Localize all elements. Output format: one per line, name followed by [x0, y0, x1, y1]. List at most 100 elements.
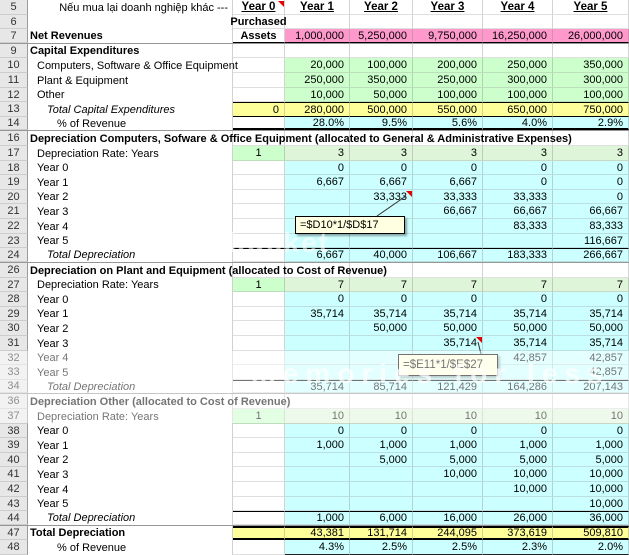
cell-year3[interactable]: 9,750,000	[413, 29, 483, 43]
cell-year2[interactable]: 100,000	[350, 58, 413, 73]
cell-year2[interactable]: 9.5%	[350, 117, 413, 130]
cell-year0[interactable]	[233, 497, 285, 511]
cell[interactable]	[285, 131, 350, 146]
cell[interactable]	[553, 263, 629, 278]
row-label[interactable]	[28, 263, 233, 278]
cell-year5[interactable]: 750,000	[553, 102, 629, 117]
row-label[interactable]	[28, 15, 233, 29]
cell-year2[interactable]: 0	[350, 292, 413, 307]
cell-year4[interactable]: 0	[483, 161, 553, 175]
cell-year4[interactable]: 35,714	[483, 336, 553, 351]
cell-year2[interactable]: 50,000	[350, 88, 413, 102]
cell-year2[interactable]: 50,000	[350, 321, 413, 336]
cell-year1[interactable]: 7	[285, 278, 350, 292]
cell[interactable]	[285, 263, 350, 278]
cell-year5[interactable]: 7	[553, 278, 629, 292]
cell-year4[interactable]: 16,250,000	[483, 29, 553, 43]
row-number[interactable]: 17	[0, 146, 28, 161]
cell-year3[interactable]: 250,000	[413, 73, 483, 88]
row-label[interactable]: Total Depreciation	[28, 526, 233, 540]
cell-year3[interactable]: Year 3	[413, 0, 483, 15]
cell-year5[interactable]: 36,000	[553, 511, 629, 525]
row-number[interactable]: 31	[0, 336, 28, 351]
row-label[interactable]: Year 2	[28, 190, 233, 204]
cell-year5[interactable]: 83,333	[553, 219, 629, 234]
row-number[interactable]: 5	[0, 0, 28, 15]
cell-year3[interactable]	[413, 219, 483, 234]
cell-year5[interactable]: 42,857	[553, 365, 629, 380]
cell-year5[interactable]: 35,714	[553, 336, 629, 351]
cell-year0[interactable]: Purchased	[230, 15, 287, 29]
cell-year4[interactable]: 3	[483, 146, 553, 161]
cell[interactable]	[350, 263, 413, 278]
row-number[interactable]: 7	[0, 29, 28, 43]
row-number[interactable]: 22	[0, 219, 28, 234]
row-label[interactable]: Year 5	[28, 234, 233, 248]
cell-year3[interactable]: 7	[413, 278, 483, 292]
cell-year2[interactable]: 35,714	[350, 307, 413, 321]
cell-year2[interactable]: 7	[350, 278, 413, 292]
cell-year5[interactable]: 100,000	[553, 88, 629, 102]
cell-year3[interactable]: 50,000	[413, 321, 483, 336]
row-label[interactable]: Year 4	[28, 351, 233, 365]
cell-year4[interactable]: 183,333	[483, 248, 553, 262]
cell-year0[interactable]	[233, 292, 285, 307]
cell-year4[interactable]: 300,000	[483, 73, 553, 88]
cell-year1[interactable]: 35,714	[285, 380, 350, 393]
cell-year4[interactable]: 10,000	[483, 467, 553, 482]
cell-year5[interactable]: 116,667	[553, 234, 629, 248]
cell[interactable]	[233, 394, 285, 409]
cell-year0[interactable]: 0	[233, 102, 285, 117]
cell-year3[interactable]: 200,000	[413, 58, 483, 73]
cell-year3[interactable]: 2.5%	[413, 540, 483, 555]
row-label[interactable]: Year 1	[28, 175, 233, 190]
cell-year2[interactable]	[350, 234, 413, 248]
cell-year0[interactable]	[233, 248, 285, 262]
cell-year5[interactable]: 0	[553, 292, 629, 307]
cell-year5[interactable]	[553, 15, 629, 29]
cell-year1[interactable]: 4.3%	[285, 540, 350, 555]
row-label[interactable]	[28, 394, 233, 409]
cell-year2[interactable]	[350, 497, 413, 511]
cell-year5[interactable]: 10,000	[553, 497, 629, 511]
cell-year5[interactable]: 0	[553, 161, 629, 175]
cell-year5[interactable]: 2.0%	[553, 540, 629, 555]
cell-year1[interactable]: 0	[285, 424, 350, 438]
cell-year4[interactable]: 10	[483, 409, 553, 424]
cell-year1[interactable]: 35,714	[285, 307, 350, 321]
row-number[interactable]: 20	[0, 190, 28, 204]
cell-year0[interactable]	[233, 438, 285, 453]
cell-year5[interactable]: 509,810	[553, 526, 629, 540]
cell-year1[interactable]: 10,000	[285, 88, 350, 102]
cell-year4[interactable]	[483, 365, 553, 380]
cell-year3[interactable]: 550,000	[413, 102, 483, 117]
cell-year2[interactable]: 350,000	[350, 73, 413, 88]
cell-year2[interactable]	[350, 336, 413, 351]
cell[interactable]	[233, 44, 285, 58]
cell[interactable]	[233, 263, 285, 278]
cell-year5[interactable]: 35,714	[553, 307, 629, 321]
row-number[interactable]: 23	[0, 234, 28, 248]
cell-year3[interactable]: 33,333	[413, 190, 483, 204]
cell-year0[interactable]	[233, 234, 285, 248]
cell-year5[interactable]: 0	[553, 175, 629, 190]
cell-year3[interactable]: 10	[413, 409, 483, 424]
row-number[interactable]: 30	[0, 321, 28, 336]
cell-year4[interactable]: 5,000	[483, 453, 553, 467]
cell-year0[interactable]: 1	[233, 409, 285, 424]
row-label[interactable]: % of Revenue	[28, 117, 233, 130]
cell-year3[interactable]: 1,000	[413, 438, 483, 453]
row-label[interactable]: Year 3	[28, 336, 233, 351]
cell-year0[interactable]	[233, 219, 285, 234]
cell-year4[interactable]: 83,333	[483, 219, 553, 234]
cell-year1[interactable]: 20,000	[285, 58, 350, 73]
cell-year3[interactable]: 6,667	[413, 175, 483, 190]
cell-year5[interactable]: 0	[553, 190, 629, 204]
row-number[interactable]: 26	[0, 263, 28, 278]
cell-year1[interactable]: 10	[285, 409, 350, 424]
cell-year3[interactable]: 0	[413, 161, 483, 175]
cell-year1[interactable]: 1,000	[285, 511, 350, 525]
cell-year3[interactable]: 244,095	[413, 526, 483, 540]
cell-year1[interactable]: 1,000,000	[285, 29, 350, 43]
cell-year0[interactable]	[233, 526, 285, 540]
